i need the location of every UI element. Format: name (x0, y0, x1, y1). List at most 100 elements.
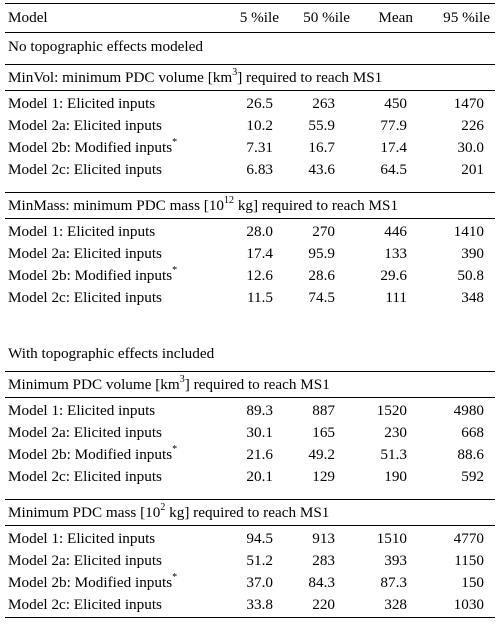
model-label: Model 2b: Modified inputs (8, 267, 173, 284)
header-rule (5, 32, 495, 33)
table-row: Model 2a: Elicited inputs 51.2 283 393 1150 (0, 550, 500, 572)
group-title-text: Minimum PDC volume [km (8, 376, 180, 393)
cell-mean: 133 (384, 245, 407, 262)
cell-p95: 348 (461, 289, 484, 306)
group-title-suffix: kg] required to reach MS1 (234, 197, 399, 214)
header-p95: 95 %ile (443, 9, 490, 26)
section-title: No topographic effects modeled (8, 38, 203, 55)
table-row: Model 2a: Elicited inputs 17.4 95.9 133 390 (0, 243, 500, 265)
header-model: Model (8, 9, 48, 26)
table-row: Model 1: Elicited inputs 89.3 887 1520 4980 (0, 400, 500, 422)
group-bottom-rule (5, 90, 495, 91)
cell-p95: 4980 (453, 402, 484, 419)
model-name: Model 2a: Elicited inputs (8, 243, 162, 265)
group-top-rule (5, 499, 495, 500)
cell-mean: 64.5 (380, 161, 407, 178)
model-label: Model 2b: Modified inputs (8, 574, 173, 591)
model-name: Model 2a: Elicited inputs (8, 550, 162, 572)
unit-exponent: 3 (179, 373, 185, 385)
model-label: Model 1: Elicited inputs (8, 530, 156, 547)
cell-p95: 1030 (453, 596, 484, 613)
table-row: Model 1: Elicited inputs 26.5 263 450 1470 (0, 93, 500, 115)
model-name: Model 2c: Elicited inputs (8, 466, 162, 488)
model-label: Model 2a: Elicited inputs (8, 424, 162, 441)
cell-p95: 50.8 (457, 267, 484, 284)
model-label: Model 2b: Modified inputs (8, 446, 173, 463)
cell-mean: 190 (384, 468, 407, 485)
cell-p95: 30.0 (457, 139, 484, 156)
cell-p5: 7.31 (246, 139, 273, 156)
group-top-rule (5, 64, 495, 65)
cell-p95: 201 (461, 161, 484, 178)
cell-p50: 55.9 (308, 117, 335, 134)
cell-p5: 94.5 (246, 530, 273, 547)
group-title-suffix: ] required to reach MS1 (237, 69, 383, 86)
group-top-rule (5, 192, 495, 193)
cell-p50: 129 (312, 468, 335, 485)
cell-p50: 49.2 (308, 446, 335, 463)
table-row: Model 2a: Elicited inputs 30.1 165 230 668 (0, 422, 500, 444)
group-heading: Minimum PDC mass [102 kg] required to re… (0, 502, 500, 524)
table-row: Model 2c: Elicited inputs 6.83 43.6 64.5 201 (0, 159, 500, 181)
cell-mean: 1520 (376, 402, 407, 419)
cell-mean: 393 (384, 552, 407, 569)
group-heading: MinMass: minimum PDC mass [1012 kg] requ… (0, 195, 500, 217)
cell-p50: 95.9 (308, 245, 335, 262)
cell-p95: 668 (461, 424, 484, 441)
footnote-marker: * (172, 136, 178, 148)
model-name: Model 2b: Modified inputs* (8, 572, 177, 594)
section-heading: With topographic effects included (0, 343, 500, 365)
cell-p50: 220 (312, 596, 335, 613)
cell-p95: 1410 (453, 223, 484, 240)
cell-p50: 43.6 (308, 161, 335, 178)
model-label: Model 2a: Elicited inputs (8, 552, 162, 569)
cell-p5: 51.2 (246, 552, 273, 569)
cell-p5: 33.8 (246, 596, 273, 613)
footnote-marker: * (172, 264, 178, 276)
cell-mean: 87.3 (380, 574, 407, 591)
cell-p50: 74.5 (308, 289, 335, 306)
model-label: Model 2a: Elicited inputs (8, 117, 162, 134)
model-label: Model 2b: Modified inputs (8, 139, 173, 156)
cell-p5: 20.1 (246, 468, 273, 485)
cell-mean: 230 (384, 424, 407, 441)
cell-p5: 28.0 (246, 223, 273, 240)
cell-p95: 592 (461, 468, 484, 485)
model-name: Model 2c: Elicited inputs (8, 287, 162, 309)
group-title-suffix: kg] required to reach MS1 (165, 504, 330, 521)
group-title: MinVol: minimum PDC volume [km3] require… (8, 67, 382, 89)
model-name: Model 1: Elicited inputs (8, 93, 155, 115)
table-row: Model 2b: Modified inputs* 7.31 16.7 17.4 30… (0, 137, 500, 159)
cell-p50: 16.7 (308, 139, 335, 156)
cell-p5: 17.4 (246, 245, 273, 262)
table-row: Model 2c: Elicited inputs 20.1 129 190 592 (0, 466, 500, 488)
cell-p50: 283 (312, 552, 335, 569)
header-p50: 50 %ile (303, 9, 350, 26)
group-title-suffix: ] required to reach MS1 (184, 376, 330, 393)
cell-p5: 6.83 (246, 161, 273, 178)
group-title: Minimum PDC volume [km3] required to rea… (8, 374, 330, 396)
model-name: Model 2b: Modified inputs* (8, 265, 177, 287)
cell-p95: 390 (461, 245, 484, 262)
unit-exponent: 12 (224, 194, 235, 206)
cell-mean: 328 (384, 596, 407, 613)
header-p5: 5 %ile (239, 9, 279, 26)
group-title-text: Minimum PDC mass [10 (8, 504, 161, 521)
cell-p95: 1150 (454, 552, 484, 569)
cell-p50: 165 (312, 424, 335, 441)
cell-p95: 226 (461, 117, 484, 134)
group-title-text: MinMass: minimum PDC mass [10 (8, 197, 225, 214)
model-label: Model 1: Elicited inputs (8, 402, 156, 419)
cell-mean: 17.4 (380, 139, 407, 156)
cell-p50: 887 (312, 402, 335, 419)
cell-p5: 30.1 (246, 424, 273, 441)
cell-mean: 111 (385, 289, 407, 306)
group-title-text: MinVol: minimum PDC volume [km (8, 69, 233, 86)
cell-p50: 270 (312, 223, 335, 240)
model-label: Model 2c: Elicited inputs (8, 289, 162, 306)
table-row: Model 2a: Elicited inputs 10.2 55.9 77.9 226 (0, 115, 500, 137)
model-label: Model 2c: Elicited inputs (8, 596, 162, 613)
group-bottom-rule (5, 525, 495, 526)
section-heading: No topographic effects modeled (0, 36, 500, 58)
cell-p5: 37.0 (246, 574, 273, 591)
